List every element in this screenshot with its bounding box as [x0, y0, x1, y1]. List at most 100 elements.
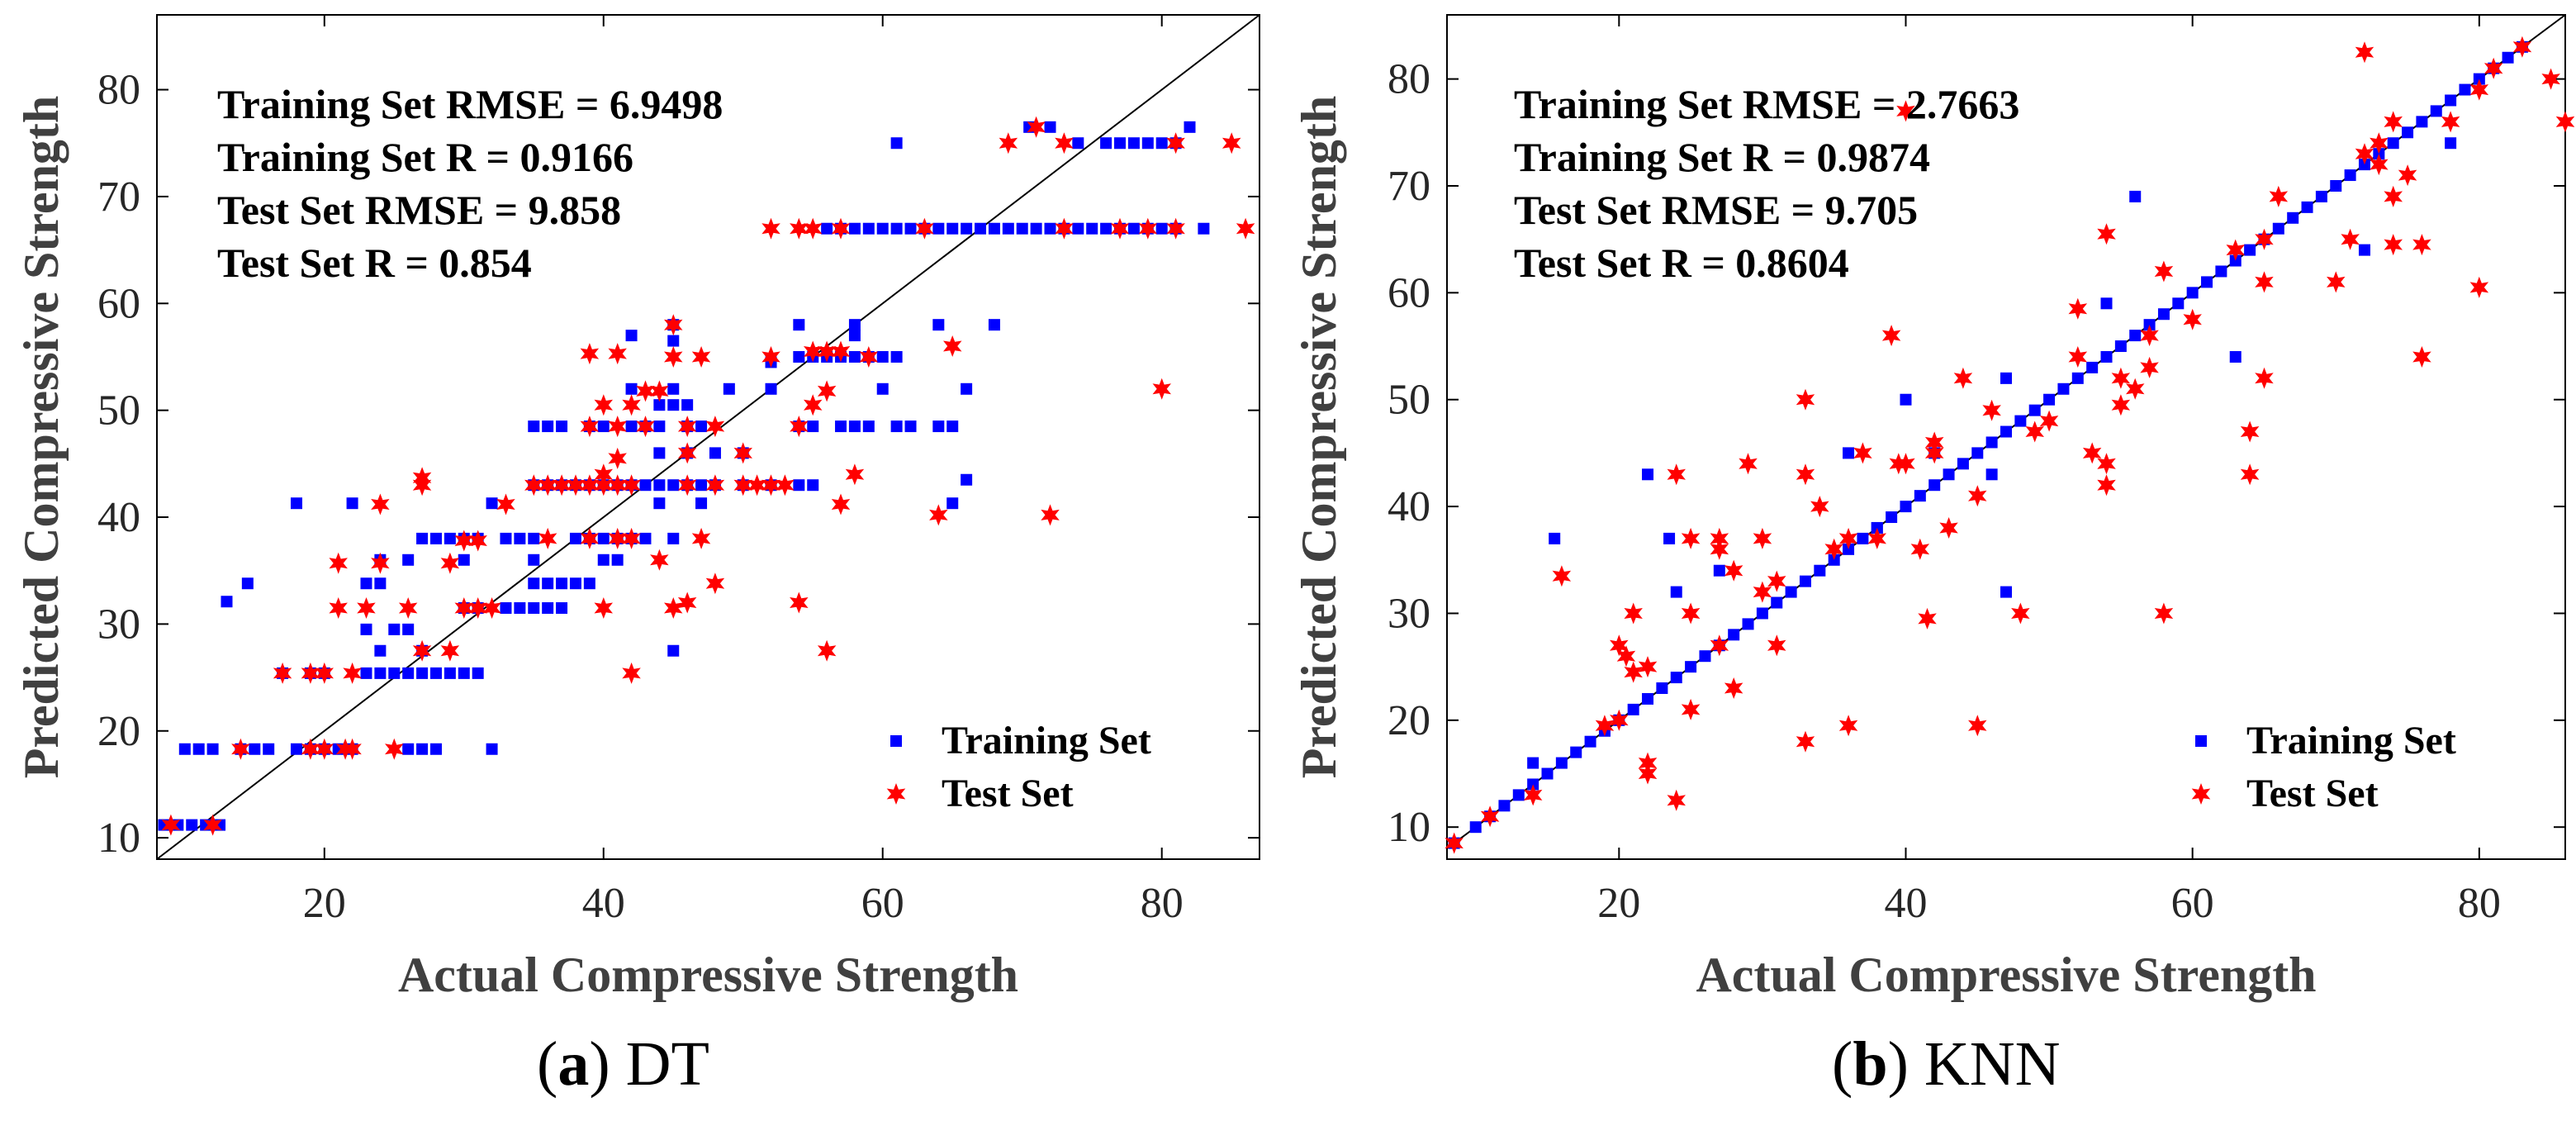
dt-training-point	[667, 399, 680, 411]
dt-test-point	[776, 474, 795, 496]
dt-x-tick-label: 80	[1141, 880, 1184, 927]
dt-training-point	[793, 319, 805, 331]
knn-training-point	[1785, 586, 1797, 598]
caption-knn-letter: b	[1853, 1029, 1888, 1099]
dt-training-point	[241, 577, 254, 590]
dt-training-point	[695, 420, 708, 433]
dt-training-point	[821, 222, 833, 235]
knn-test-point	[1724, 559, 1743, 582]
knn-training-point	[2416, 116, 2428, 128]
knn-test-point	[1924, 431, 1944, 454]
knn-test-point	[1753, 581, 1772, 603]
dt-test-point	[1055, 132, 1074, 154]
knn-test-point	[2355, 41, 2374, 64]
caption-dt-name: DT	[625, 1029, 709, 1099]
dt-test-point	[650, 380, 669, 402]
dt-test-point	[733, 442, 752, 464]
dt-test-point	[650, 549, 669, 571]
dt-test-point	[804, 217, 823, 240]
dt-training-point	[1155, 222, 1168, 235]
dt-training-point	[848, 420, 861, 433]
knn-training-point	[2229, 254, 2242, 267]
knn-test-point	[2398, 164, 2417, 187]
dt-training-point	[876, 350, 889, 363]
knn-training-point	[1713, 564, 1725, 577]
knn-training-point	[2100, 350, 2113, 363]
dt-training-point	[374, 644, 387, 657]
knn-test-point	[1968, 485, 1987, 507]
dt-test-point	[398, 597, 418, 619]
dt-training-point	[988, 319, 1000, 331]
knn-test-point	[1610, 634, 1629, 657]
dt-test-point	[622, 527, 641, 549]
knn-training-point	[2114, 340, 2127, 353]
knn-y-tick-label: 70	[1388, 163, 1430, 210]
knn-test-point	[2469, 276, 2489, 298]
dt-test-point	[580, 527, 600, 549]
dt-test-point	[691, 527, 711, 549]
knn-training-point	[1570, 746, 1582, 758]
dt-training-point	[904, 222, 917, 235]
dt-test-point	[301, 662, 320, 684]
dt-training-point	[848, 330, 861, 342]
knn-training-point	[2430, 105, 2442, 117]
dt-test-point	[608, 416, 627, 438]
dt-training-point	[429, 743, 442, 755]
dt-training-point	[1127, 137, 1140, 150]
dt-training-point	[848, 319, 861, 331]
dt-test-point	[329, 597, 348, 619]
knn-test-point	[2226, 239, 2245, 261]
dt-test-point	[594, 463, 613, 486]
knn-test-point	[1853, 442, 1872, 464]
dt-training-point	[946, 222, 959, 235]
knn-training-point	[2445, 94, 2457, 107]
dt-training-point	[695, 479, 708, 492]
dt-stat-line: Training Set R = 0.9166	[217, 134, 633, 180]
knn-training-point	[1843, 447, 1855, 459]
knn-training-point	[2028, 404, 2041, 416]
panel-knn: 20 40 60 80 10 20 30 40 50 60 70 80 Actual Compressi…	[1292, 14, 2575, 1002]
knn-training-point	[1985, 468, 1998, 481]
dt-test-point	[412, 639, 432, 662]
dt-training-point	[904, 420, 917, 433]
dt-test-point	[705, 416, 725, 438]
knn-training-point	[2229, 350, 2242, 363]
knn-test-point	[2126, 378, 2145, 400]
knn-training-point	[2057, 382, 2070, 395]
knn-training-point	[2186, 287, 2199, 299]
dt-test-point	[705, 572, 725, 595]
knn-training-point	[2287, 211, 2299, 224]
dt-test-point	[622, 474, 641, 496]
knn-test-point	[2555, 111, 2575, 133]
dt-training-point	[542, 420, 554, 433]
knn-training-point	[1728, 629, 1740, 641]
dt-training-point	[486, 497, 498, 510]
dt-training-point	[667, 644, 680, 657]
dt-training-point	[402, 667, 415, 679]
dt-test-point	[329, 552, 348, 574]
knn-test-point	[2541, 68, 2560, 90]
knn-test-point	[2068, 346, 2088, 368]
knn-test-point	[1796, 388, 1815, 411]
dt-training-point	[1002, 222, 1014, 235]
dt-training-point	[388, 667, 401, 679]
dt-test-point	[482, 597, 501, 619]
knn-training-point	[1555, 757, 1568, 769]
dt-training-point	[360, 667, 372, 679]
dt-training-point	[723, 382, 735, 395]
dt-training-point	[667, 479, 680, 492]
knn-test-point	[1445, 832, 1464, 854]
knn-training-point	[2445, 137, 2457, 150]
panel-dt: 20 40 60 80 10 20 30 40 50 60 70 80 Actual Compressi…	[14, 14, 1260, 1002]
knn-test-point	[1838, 527, 1858, 549]
dt-training-point	[429, 667, 442, 679]
knn-training-point	[1756, 607, 1768, 620]
dt-test-point	[608, 447, 627, 469]
knn-test-point	[1739, 453, 1758, 475]
knn-test-point	[2255, 367, 2274, 389]
knn-test-point	[1968, 715, 1987, 737]
dt-training-point	[890, 350, 903, 363]
dt-training-point	[1100, 137, 1112, 150]
knn-training-point	[2330, 179, 2342, 192]
knn-test-point	[2384, 234, 2403, 256]
